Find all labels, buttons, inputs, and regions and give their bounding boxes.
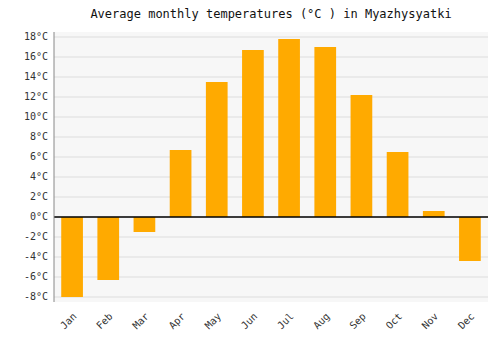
x-tick-label: Apr <box>167 311 188 332</box>
y-tick-label: 10°C <box>24 111 48 122</box>
grid-line <box>54 177 488 178</box>
bar <box>61 217 83 297</box>
x-tick-label: Sep <box>347 311 368 332</box>
y-tick-label: 0°C <box>30 211 48 222</box>
bar <box>351 95 373 217</box>
y-tick-label: 16°C <box>24 51 48 62</box>
grid-line <box>54 117 488 118</box>
bar <box>459 217 481 261</box>
y-tick-label: -4°C <box>24 251 48 262</box>
bar <box>423 211 445 217</box>
bar <box>242 50 264 217</box>
y-tick-label: 8°C <box>30 131 48 142</box>
x-tick-label: Feb <box>94 311 115 332</box>
grid-line <box>54 217 488 218</box>
y-tick-label: 2°C <box>30 191 48 202</box>
y-tick-label: -8°C <box>24 291 48 302</box>
grid-line <box>54 137 488 138</box>
bars <box>61 39 481 297</box>
x-tick-label: Mar <box>130 311 151 332</box>
zero-line <box>54 216 488 218</box>
chart: -8°C -6°C -4°C -2°C 0°C 2°C 4°C 6°C 8°C 10°C 12°C 1… <box>0 0 500 350</box>
y-ticks: -8°C -6°C -4°C -2°C 0°C 2°C 4°C 6°C 8°C 10°C 12°C 1… <box>24 31 48 302</box>
title: Average monthly temperatures (°C ) in My… <box>90 7 451 21</box>
bar <box>314 47 336 217</box>
bar <box>278 39 300 217</box>
grid-line <box>54 77 488 78</box>
y-axis-line <box>54 32 55 302</box>
x-tick-label: Aug <box>311 311 332 332</box>
plot-background <box>54 32 488 302</box>
y-tick-label: -2°C <box>24 231 48 242</box>
grid-line <box>54 197 488 198</box>
bar <box>387 152 409 217</box>
x-tick-label: Oct <box>384 311 405 332</box>
bar <box>134 217 156 232</box>
bar <box>170 150 192 217</box>
y-tick-label: 18°C <box>24 31 48 42</box>
x-ticks: Jan Feb Mar Apr May Jun Jul Aug Sep Oct Nov Dec <box>58 311 476 332</box>
x-tick-label: Jun <box>239 311 260 332</box>
x-tick-label: Nov <box>420 311 441 332</box>
x-tick-label: Jul <box>275 311 296 332</box>
bar <box>206 82 228 217</box>
grid-line <box>54 157 488 158</box>
y-tick-label: 12°C <box>24 91 48 102</box>
grid <box>54 37 488 297</box>
bar <box>97 217 119 280</box>
grid-line <box>54 37 488 38</box>
y-tick-label: -6°C <box>24 271 48 282</box>
y-tick-label: 14°C <box>24 71 48 82</box>
grid-line <box>54 57 488 58</box>
grid-line <box>54 97 488 98</box>
y-tick-label: 6°C <box>30 151 48 162</box>
x-tick-label: Jan <box>58 311 79 332</box>
grid-line <box>54 297 488 298</box>
x-tick-label: May <box>203 311 224 332</box>
y-tick-label: 4°C <box>30 171 48 182</box>
x-tick-label: Dec <box>456 311 477 332</box>
